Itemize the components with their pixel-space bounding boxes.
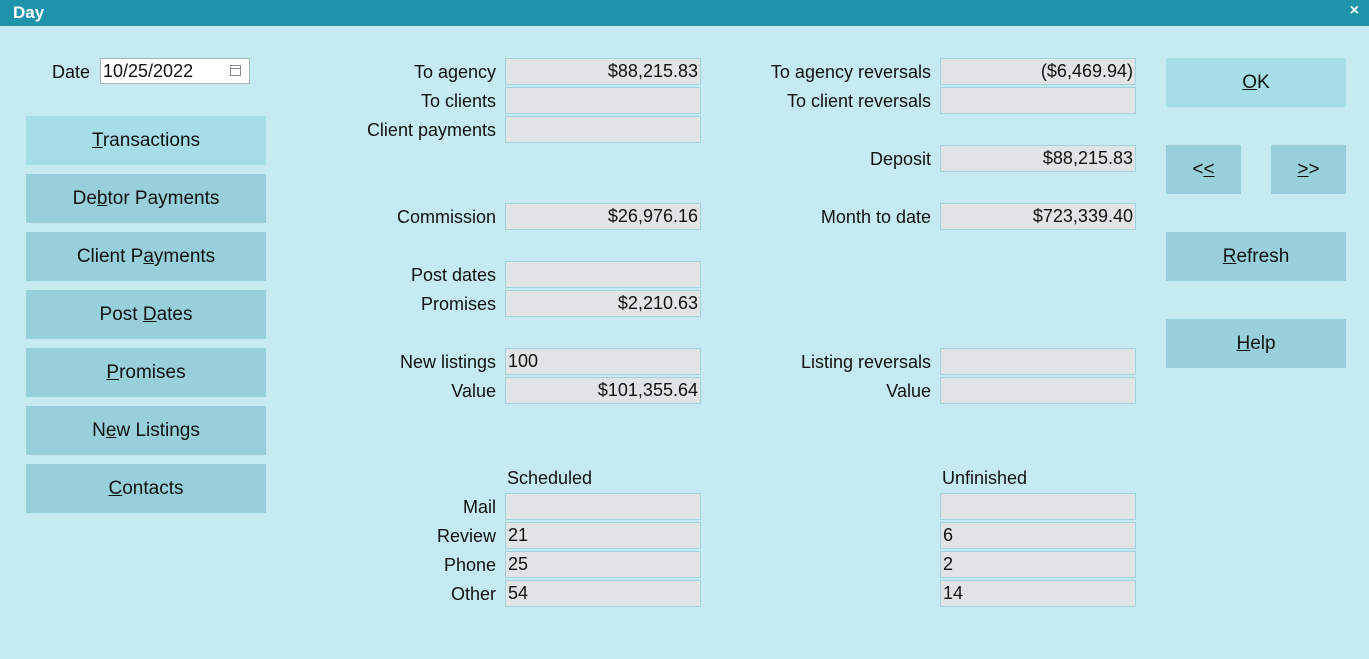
post-dates-label: Post dates [410, 265, 496, 285]
to-agency-label: To agency [413, 62, 496, 82]
reversals-value-field [940, 377, 1136, 404]
promises-label: Promises [420, 294, 496, 314]
next-day-button[interactable]: >> [1271, 145, 1346, 194]
to-agency-field: $88,215.83 [505, 58, 701, 85]
listings-value-label: Value [451, 381, 496, 401]
commission-field: $26,976.16 [505, 203, 701, 230]
other-scheduled-field: 54 [505, 580, 701, 607]
month-to-date-label: Month to date [820, 207, 931, 227]
mail-unfinished-field [940, 493, 1136, 520]
refresh-button[interactable]: Refresh [1166, 232, 1346, 281]
transactions-button[interactable]: Transactions [26, 116, 266, 165]
close-icon[interactable]: × [1349, 2, 1359, 19]
previous-day-button[interactable]: << [1166, 145, 1241, 194]
other-unfinished-field: 14 [940, 580, 1136, 607]
deposit-label: Deposit [869, 149, 931, 169]
date-picker[interactable]: 10/25/2022 [100, 58, 250, 84]
review-label: Review [436, 526, 496, 546]
review-unfinished-field: 6 [940, 522, 1136, 549]
new-listings-label: New listings [399, 352, 496, 372]
date-value: 10/25/2022 [103, 61, 194, 81]
mail-scheduled-field [505, 493, 701, 520]
promises-button[interactable]: Promises [26, 348, 266, 397]
to-clients-field [505, 87, 701, 114]
client-payments-label: Client payments [366, 120, 496, 140]
scheduled-header: Scheduled [507, 468, 593, 488]
month-to-date-field: $723,339.40 [940, 203, 1136, 230]
post-dates-button[interactable]: Post Dates [26, 290, 266, 339]
debtor-payments-button[interactable]: Debtor Payments [26, 174, 266, 223]
listings-value-field: $101,355.64 [505, 377, 701, 404]
date-label: Date [52, 62, 91, 82]
title-bar: Day × [0, 0, 1369, 26]
help-button[interactable]: Help [1166, 319, 1346, 368]
new-listings-field: 100 [505, 348, 701, 375]
client-payments-field [505, 116, 701, 143]
contacts-button[interactable]: Contacts [26, 464, 266, 513]
phone-label: Phone [443, 555, 496, 575]
window-title: Day [13, 3, 45, 22]
listing-reversals-field [940, 348, 1136, 375]
other-label: Other [450, 584, 496, 604]
phone-scheduled-field: 25 [505, 551, 701, 578]
commission-label: Commission [396, 207, 496, 227]
ok-button[interactable]: OK [1166, 58, 1346, 107]
client-payments-button[interactable]: Client Payments [26, 232, 266, 281]
to-client-reversals-field [940, 87, 1136, 114]
mail-label: Mail [462, 497, 496, 517]
to-client-reversals-label: To client reversals [786, 91, 931, 111]
to-agency-reversals-field: ($6,469.94) [940, 58, 1136, 85]
phone-unfinished-field: 2 [940, 551, 1136, 578]
unfinished-header: Unfinished [942, 468, 1028, 488]
promises-field: $2,210.63 [505, 290, 701, 317]
new-listings-button[interactable]: New Listings [26, 406, 266, 455]
post-dates-field [505, 261, 701, 288]
calendar-icon[interactable] [230, 65, 241, 76]
to-clients-label: To clients [420, 91, 496, 111]
deposit-field: $88,215.83 [940, 145, 1136, 172]
to-agency-reversals-label: To agency reversals [770, 62, 931, 82]
reversals-value-label: Value [886, 381, 931, 401]
review-scheduled-field: 21 [505, 522, 701, 549]
listing-reversals-label: Listing reversals [800, 352, 931, 372]
